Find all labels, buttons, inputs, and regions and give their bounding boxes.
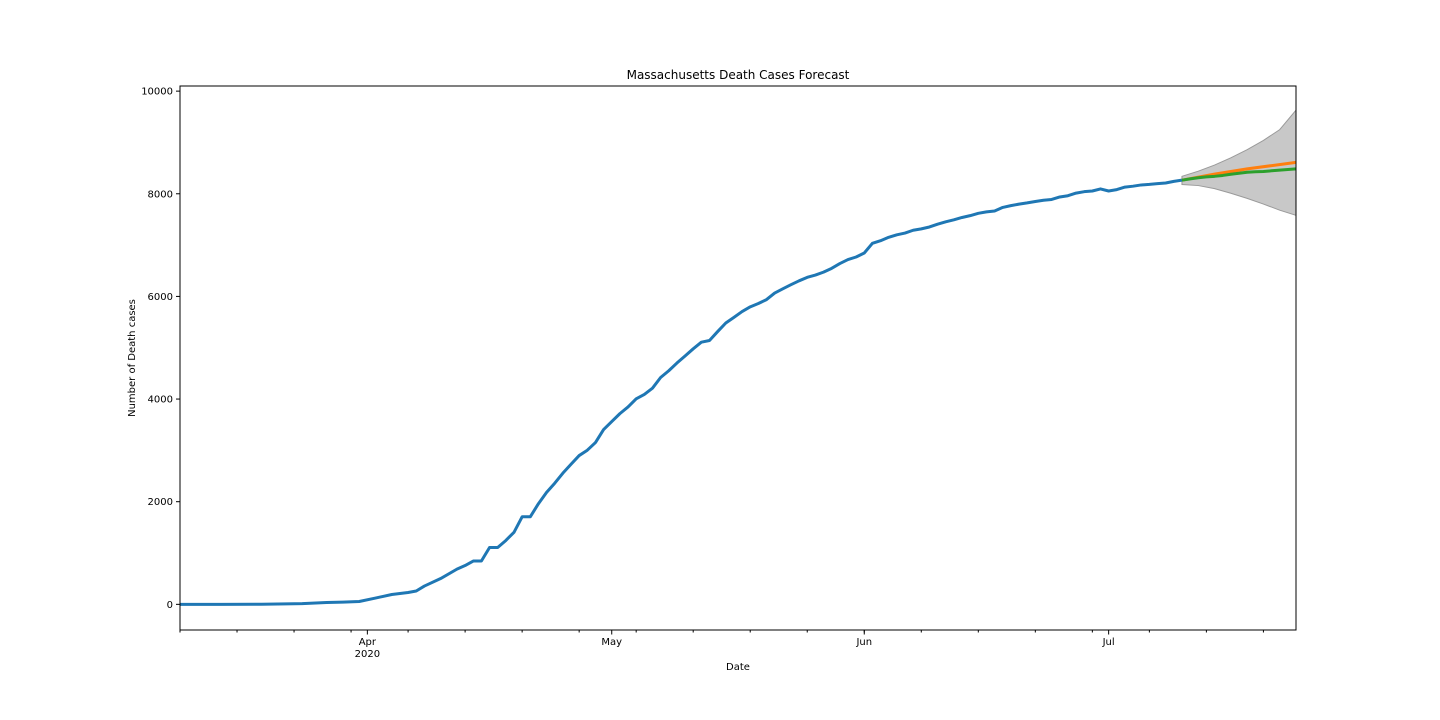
y-axis-ticks: 0 2000 4000 6000 8000 10000 [141,87,180,611]
y-tick-label: 2000 [148,497,173,508]
x-tick-label: Apr [359,637,377,648]
x-axis-label: Date [726,662,750,673]
x-tick-sublabel: 2020 [355,649,380,660]
y-tick-label: 10000 [141,87,173,98]
plot-frame [179,85,1297,631]
series-layer [180,160,1297,606]
x-tick-label: Jun [855,637,872,648]
x-tick-label: Jul [1102,637,1115,648]
y-tick-label: 4000 [148,395,173,406]
y-tick-label: 0 [167,600,173,611]
y-axis-label: Number of Death cases [127,299,138,417]
series-line-3 [1181,167,1297,182]
chart-title: Massachusetts Death Cases Forecast [627,68,850,82]
series-line-1 [180,178,1183,606]
y-tick-label: 8000 [148,189,173,200]
y-tick-label: 6000 [148,292,173,303]
x-tick-label: May [601,637,622,648]
